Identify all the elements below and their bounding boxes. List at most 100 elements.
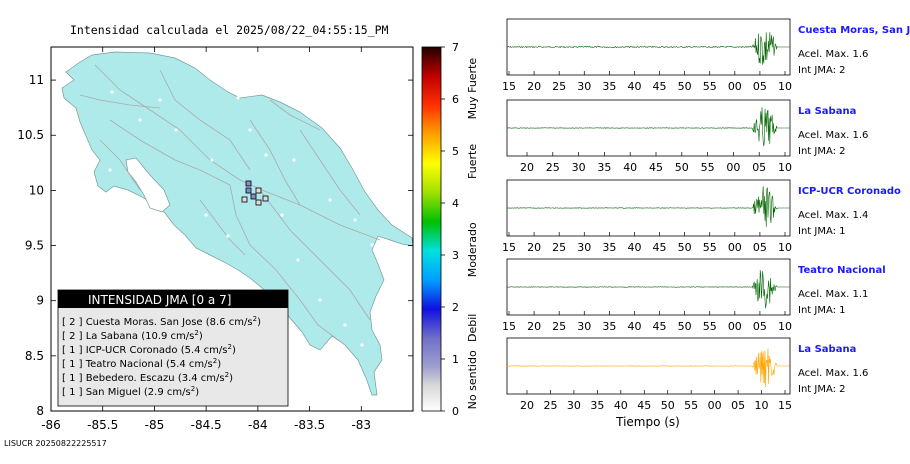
waveform-tick-label: 50 <box>675 161 689 174</box>
station-marker <box>241 196 248 203</box>
peak-acceleration: Acel. Max. 1.6 <box>798 49 868 60</box>
peak-acceleration: Acel. Max. 1.6 <box>798 130 868 141</box>
waveform-tick-label: 05 <box>731 399 745 412</box>
waveform-tick-label: 05 <box>753 241 767 254</box>
waveform-trace <box>506 186 790 227</box>
station-marker <box>245 187 252 194</box>
legend-item-name: Cuesta Moras. San Jose <box>86 317 206 328</box>
waveform-panel: 20 25 30 35 40 45 50 55 00 05 10 La Sabana Acel. Max… <box>506 99 868 174</box>
waveform-tick-label: 15 <box>502 320 516 333</box>
station-markers <box>241 180 269 206</box>
legend-item-name: San Miguel <box>86 387 144 398</box>
waveform-tick-label: 45 <box>653 241 667 254</box>
waveform-tick-label: 00 <box>708 399 722 412</box>
legend-item: [ 2 ] Cuesta Moras. San Jose (8.6 cm/s2) <box>62 315 261 328</box>
legend-item-jma: [ 1 ] <box>62 345 86 356</box>
waveform-tick-label: 45 <box>649 161 663 174</box>
waveform-trace <box>506 348 790 388</box>
waveform-tick-label: 00 <box>728 80 742 93</box>
y-tick-label: 8.5 <box>25 349 44 363</box>
waveform-tick-label: 55 <box>684 399 698 412</box>
station-name: Teatro Nacional <box>798 265 886 276</box>
colorbar-category-label: Moderado <box>466 222 479 277</box>
colorbar-ticks: 7 6 5 4 3 2 1 0 <box>441 41 459 418</box>
waveform-tick-label: 40 <box>627 320 641 333</box>
waveform-tick-label: 10 <box>778 161 792 174</box>
legend-item-accel: (2.9 cm/s <box>144 387 191 398</box>
waveform-tick-label: 55 <box>703 241 717 254</box>
legend-item-close: ) <box>232 345 236 356</box>
colorbar-category-label: Fuerte <box>466 144 479 179</box>
waveform-tick-label: 25 <box>552 80 566 93</box>
colorbar-category-label: Muy Fuerte <box>466 58 479 120</box>
colorbar-gradient <box>421 46 442 412</box>
waveform-tick-label: 15 <box>502 241 516 254</box>
jma-intensity: Int JMA: 1 <box>798 305 846 316</box>
waveform-tick-label: 55 <box>701 161 715 174</box>
waveform-tick-label: 00 <box>726 161 740 174</box>
y-tick-label: 10.5 <box>17 128 44 142</box>
waveform-tick-label: 55 <box>703 320 717 333</box>
waveform-panel: 15 20 25 30 35 40 45 50 55 00 05 10 ICP-UCR Coronado… <box>502 179 901 254</box>
legend-item-jma: [ 2 ] <box>62 331 86 342</box>
legend-item-sup: 2 <box>253 315 257 323</box>
station-marker <box>250 193 257 200</box>
legend-item-close: ) <box>257 317 261 328</box>
map-axes: -86 -85.5 -85 -84.5 -84 -83.5 -83 11 10.5 10 9.5 9 8… <box>17 47 413 432</box>
station-name: Cuesta Moras, San Jose <box>798 25 910 36</box>
waveform-panels: 15 20 25 30 35 40 45 50 55 00 05 10 Cuesta Moras, Sa… <box>502 18 910 412</box>
legend-item-name: Bebedero. Escazu <box>86 373 178 384</box>
waveform-tick-label: 35 <box>602 80 616 93</box>
waveform-panel: 15 20 25 30 35 40 45 50 55 00 05 10 Cuesta Moras, Sa… <box>502 18 910 93</box>
legend-item-jma: [ 2 ] <box>62 317 86 328</box>
legend-item-accel: (10.9 cm/s <box>141 331 194 342</box>
map-frame <box>50 46 414 412</box>
legend-items: [ 2 ] Cuesta Moras. San Jose (8.6 cm/s2)… <box>62 315 261 398</box>
y-tick-label: 10 <box>29 183 44 197</box>
waveform-tick-label: 40 <box>627 80 641 93</box>
colorbar-tick-label: 0 <box>452 405 459 418</box>
jma-intensity: Int JMA: 2 <box>798 65 846 76</box>
x-tick-label: -83 <box>351 418 371 432</box>
legend-item-close: ) <box>195 387 199 398</box>
colorbar-labels: Muy Fuerte Fuerte Moderado Debil No sentido <box>466 58 479 410</box>
waveform-tick-label: 30 <box>567 399 581 412</box>
waveform-tick-label: 30 <box>572 161 586 174</box>
y-tick-label: 9 <box>36 294 44 308</box>
waveform-tick-label: 25 <box>543 399 557 412</box>
waveform-trace <box>506 270 790 309</box>
peak-acceleration: Acel. Max. 1.1 <box>798 289 868 300</box>
waveform-tick-label: 30 <box>577 320 591 333</box>
colorbar-category-label: No sentido <box>466 350 479 409</box>
y-tick-label: 9.5 <box>25 239 44 253</box>
station-name: ICP-UCR Coronado <box>798 186 901 197</box>
jma-intensity: Int JMA: 2 <box>798 384 846 395</box>
waveform-tick-label: 15 <box>778 399 792 412</box>
x-tick-label: -84.5 <box>191 418 222 432</box>
legend-item: [ 2 ] La Sabana (10.9 cm/s2) <box>62 329 203 342</box>
peak-acceleration: Acel. Max. 1.6 <box>798 368 868 379</box>
map-title: Intensidad calculada el 2025/08/22_04:55… <box>70 23 389 37</box>
road-network <box>79 64 381 346</box>
station-name: La Sabana <box>798 344 856 355</box>
waveform-tick-label: 50 <box>678 320 692 333</box>
colorbar-tick-label: 2 <box>452 301 459 314</box>
y-tick-label: 11 <box>29 73 44 87</box>
waveform-tick-label: 05 <box>752 161 766 174</box>
footer-id: LISUCR 20250822225517 <box>4 439 107 448</box>
colorbar-category-label: Debil <box>466 314 479 342</box>
waveform-tick-label: 30 <box>577 241 591 254</box>
legend-item: [ 1 ] Bebedero. Escazu (3.4 cm/s2) <box>62 371 233 384</box>
legend-item-sup: 2 <box>225 371 229 379</box>
legend-item-close: ) <box>199 331 203 342</box>
waveform-tick-label: 20 <box>520 399 534 412</box>
legend-item-close: ) <box>217 359 221 370</box>
waveform-tick-label: 45 <box>653 320 667 333</box>
jma-intensity: Int JMA: 1 <box>798 226 846 237</box>
waveform-tick-label: 40 <box>614 399 628 412</box>
station-marker <box>255 187 262 194</box>
waveform-tick-label: 25 <box>552 241 566 254</box>
legend-item-sup: 2 <box>194 329 198 337</box>
legend-item-name: La Sabana <box>86 331 141 342</box>
